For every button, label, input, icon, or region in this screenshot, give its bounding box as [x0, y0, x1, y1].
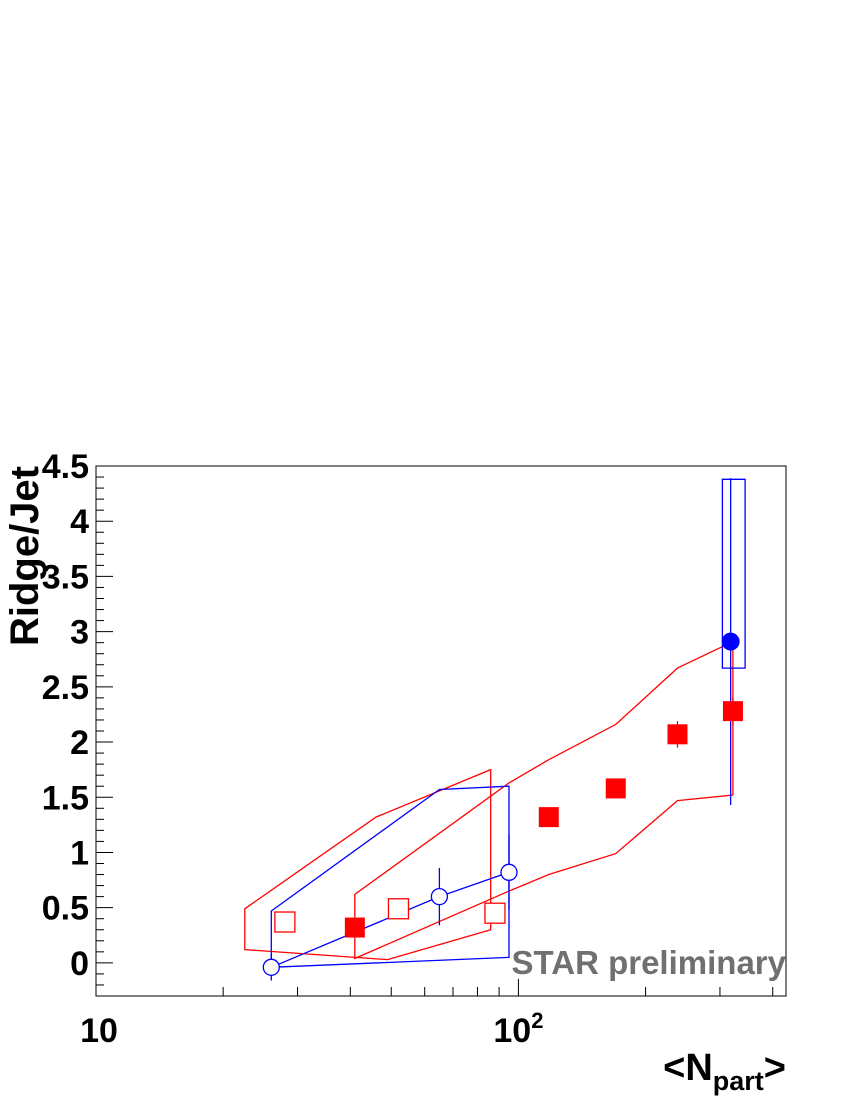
y-tick-label: 2: [70, 724, 89, 762]
x-axis-title-main: <N: [663, 1047, 713, 1089]
filled-square-marker: [667, 724, 688, 745]
y-tick-label: 1: [70, 834, 89, 872]
systematic-band: [244, 768, 492, 961]
y-tick-label: 0: [70, 945, 89, 983]
x-tick-labels: 10 102: [80, 1008, 543, 1050]
series-connecting-line: [271, 871, 510, 968]
open-circle-marker: [430, 887, 449, 906]
y-tick-label: 1.5: [42, 779, 89, 817]
filled-square-marker: [538, 807, 559, 828]
connecting-lines: [271, 871, 510, 968]
x-axis-title-sub: part: [713, 1066, 764, 1096]
systematic-band: [270, 785, 510, 968]
y-tick-label: 0.5: [42, 890, 89, 928]
x-axis-title-end: >: [764, 1047, 786, 1089]
open-square-marker: [274, 911, 296, 933]
y-tick-label: 3.5: [42, 558, 89, 596]
y-axis-ticks: [96, 465, 113, 997]
y-axis-title: Ridge/Jet: [3, 466, 47, 646]
y-tick-label: 2.5: [42, 669, 89, 707]
filled-circle-marker: [721, 632, 740, 651]
x-axis-title: <Npart>: [663, 1047, 786, 1096]
systematic-bands: [244, 478, 746, 968]
x-axis-ticks: [95, 979, 774, 996]
open-square-marker: [387, 898, 410, 920]
y-tick-label: 3: [70, 614, 89, 652]
x-tick-label: 102: [493, 1008, 543, 1050]
open-circle-marker: [262, 958, 280, 976]
open-square-marker: [484, 902, 506, 924]
y-tick-label: 4.5: [42, 448, 89, 486]
open-circle-marker: [500, 863, 518, 881]
systematic-band: [354, 640, 734, 960]
systematic-band: [721, 478, 746, 669]
filled-square-marker: [605, 778, 626, 799]
star-preliminary-label: STAR preliminary: [512, 944, 787, 981]
filled-square-marker: [344, 917, 365, 938]
y-tick-labels: 0 0.5 1 1.5 2 2.5 3 3.5 4 4.5: [42, 448, 89, 983]
y-tick-label: 4: [70, 503, 89, 541]
filled-square-marker: [722, 701, 743, 722]
x-tick-label: 10: [80, 1012, 118, 1050]
data-markers: [262, 632, 743, 976]
